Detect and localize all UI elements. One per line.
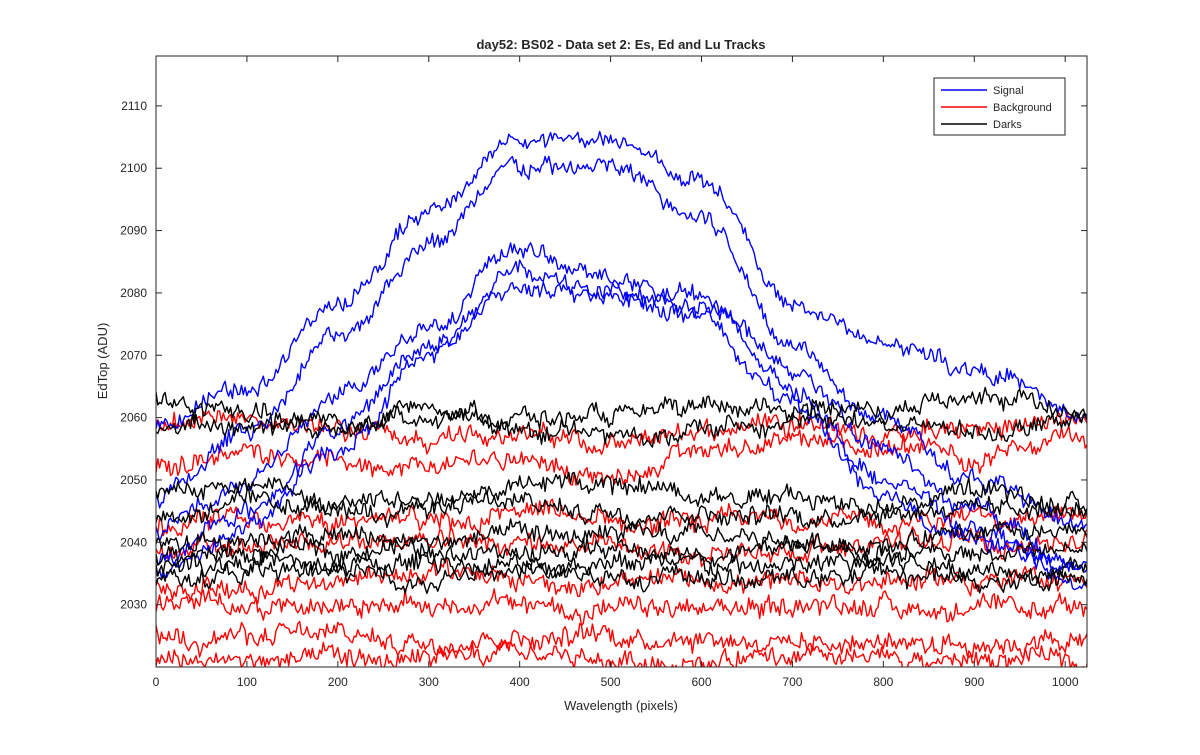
x-axis-label: Wavelength (pixels) [564,698,678,713]
x-tick-label: 800 [873,675,893,689]
x-tick-label: 100 [237,675,257,689]
series-line-darks-20 [156,557,1087,595]
x-tick-label: 700 [782,675,802,689]
series-line-signal-1 [156,155,1087,531]
series-line-background-12 [156,639,1087,667]
series-line-background-10 [156,588,1087,627]
x-tick-label: 1000 [1052,675,1079,689]
legend-label-signal: Signal [993,85,1024,97]
chart-title: day52: BS02 - Data set 2: Es, Ed and Lu … [476,37,765,52]
x-tick-label: 500 [601,675,621,689]
series-line-background-5 [156,410,1087,456]
x-tick-label: 200 [328,675,348,689]
series-line-background-11 [156,620,1087,661]
y-tick-label: 2100 [120,161,147,175]
y-tick-label: 2110 [121,99,147,113]
series-line-darks-13 [156,386,1087,439]
x-tick-label: 0 [153,675,160,689]
y-tick-label: 2060 [120,411,147,425]
legend-label-darks: Darks [993,119,1022,131]
y-tick-label: 2050 [120,473,147,487]
y-tick-label: 2080 [120,286,147,300]
plot-frame [155,55,1088,668]
series-line-signal-4 [156,279,1087,579]
y-tick-label: 2040 [120,535,147,549]
y-tick-label: 2090 [120,224,147,238]
legend-label-background: Background [993,102,1052,114]
x-tick-label: 300 [419,675,439,689]
y-axis-label: EdTop (ADU) [95,323,110,400]
series-line-signal-0 [156,130,1087,430]
y-axis: 2030 2040 2050 2060 2070 2080 2090 2100 2110 [120,99,1087,612]
x-tick-label: 400 [510,675,530,689]
y-tick-label: 2030 [120,598,147,612]
series-line-background-6 [156,425,1087,486]
x-tick-label: 900 [964,675,984,689]
legend: Signal Background Darks [933,77,1066,136]
series-line-background-7 [156,498,1087,539]
series-line-darks-14 [156,403,1087,448]
x-tick-label: 600 [691,675,711,689]
y-tick-label: 2070 [120,348,147,362]
series-line-darks-18 [156,535,1087,568]
series-line-darks-16 [156,488,1087,529]
series-layer [156,130,1087,667]
series-line-darks-17 [156,518,1087,557]
x-axis: 0 100 200 300 400 500 600 700 800 900 1000 [153,56,1079,689]
